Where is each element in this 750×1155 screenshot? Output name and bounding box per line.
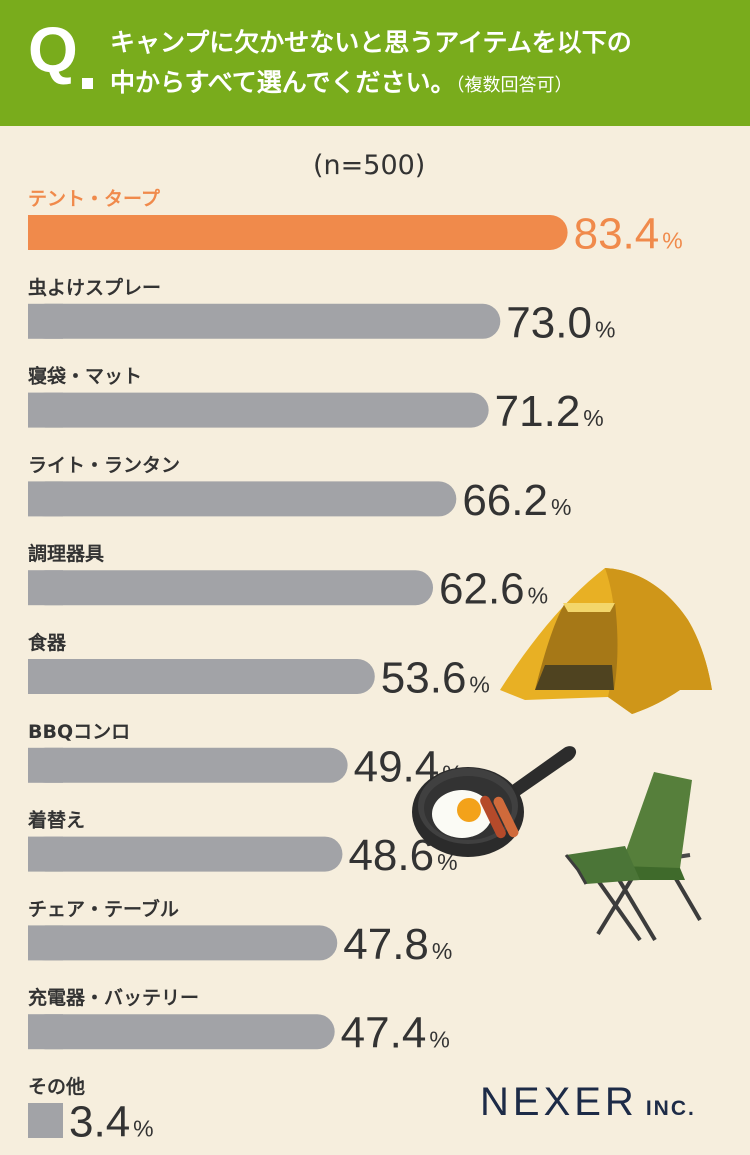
value-label: 47.8% <box>343 920 452 969</box>
category-label: 着替え <box>28 809 85 832</box>
value-number: 53.6 <box>381 654 467 703</box>
bar <box>28 836 343 872</box>
value-label: 47.4% <box>341 1009 450 1058</box>
value-percent: % <box>551 494 571 520</box>
camp-chair-icon <box>564 772 702 942</box>
value-percent: % <box>595 316 615 342</box>
bar-left-edge <box>28 659 63 694</box>
category-label: 食器 <box>28 631 67 654</box>
value-percent: % <box>469 672 489 698</box>
bar <box>28 659 375 694</box>
value-number: 49.4 <box>354 742 440 791</box>
value-number: 48.6 <box>348 831 434 880</box>
bar-left-edge <box>28 392 63 428</box>
value-label: 48.6% <box>348 831 457 880</box>
bar-left-edge <box>28 303 63 339</box>
value-number: 47.4 <box>341 1009 427 1058</box>
bar <box>28 481 457 517</box>
bar <box>28 215 568 250</box>
bar <box>28 392 489 428</box>
value-percent: % <box>429 1027 449 1053</box>
category-label: テント・タープ <box>28 187 161 210</box>
category-label: 充電器・バッテリー <box>28 986 199 1009</box>
value-percent: % <box>432 938 452 964</box>
bar-left-edge <box>28 1103 63 1138</box>
value-number: 47.8 <box>343 920 429 969</box>
bar-left-edge <box>28 836 63 872</box>
bar-left-edge <box>28 570 63 606</box>
category-label: 虫よけスプレー <box>28 276 161 299</box>
tent-icon <box>500 568 712 714</box>
bar <box>28 747 348 783</box>
value-label: 53.6% <box>381 654 490 703</box>
value-percent: % <box>528 583 548 609</box>
value-number: 71.2 <box>495 387 581 436</box>
value-percent: % <box>437 849 457 875</box>
frying-pan-icon <box>412 746 577 857</box>
value-percent: % <box>662 228 682 254</box>
value-number: 83.4 <box>574 210 660 259</box>
bar-left-edge <box>28 925 63 961</box>
bar-left-edge <box>28 1014 63 1050</box>
bar-left-edge <box>28 481 63 517</box>
question-line-1: キャンプに欠かせないと思うアイテムを以下の <box>110 28 632 57</box>
value-label: 71.2% <box>495 387 604 436</box>
bar <box>28 925 338 961</box>
question-dot <box>82 78 93 89</box>
question-note: （複数回答可） <box>455 75 573 96</box>
bar <box>28 570 434 606</box>
question-line-2: 中からすべて選んでください。（複数回答可） <box>110 68 573 98</box>
logo-main-text: NEXER <box>480 1080 638 1124</box>
bar <box>28 303 501 339</box>
value-number: 3.4 <box>69 1098 130 1147</box>
category-label: BBQコンロ <box>28 721 130 743</box>
question-header: Q キャンプに欠かせないと思うアイテムを以下の 中からすべて選んでください。（複… <box>0 0 750 126</box>
bar-left-edge <box>28 747 63 783</box>
value-label: 3.4% <box>69 1098 154 1147</box>
category-label: チェア・テーブル <box>28 897 179 920</box>
logo-sub-text: INC. <box>645 1097 696 1120</box>
bar-left-edge <box>28 215 63 250</box>
bar <box>28 1014 335 1050</box>
value-percent: % <box>583 405 603 431</box>
value-number: 62.6 <box>439 565 525 614</box>
value-percent: % <box>133 1116 153 1142</box>
value-number: 73.0 <box>506 298 592 347</box>
value-label: 73.0% <box>506 298 615 347</box>
nexer-logo: NEXER INC. <box>480 1082 696 1122</box>
value-label: 62.6% <box>439 565 548 614</box>
question-line-2-text: 中からすべて選んでください。 <box>110 68 456 97</box>
value-label: 66.2% <box>462 476 571 525</box>
category-label: その他 <box>28 1075 85 1098</box>
value-number: 66.2 <box>462 476 548 525</box>
category-label: 寝袋・マット <box>28 365 142 388</box>
value-label: 83.4% <box>574 210 683 259</box>
sample-size: (n=500) <box>313 150 426 181</box>
category-label: ライト・ランタン <box>28 454 180 476</box>
question-mark: Q <box>28 14 78 86</box>
category-label: 調理器具 <box>28 542 104 565</box>
